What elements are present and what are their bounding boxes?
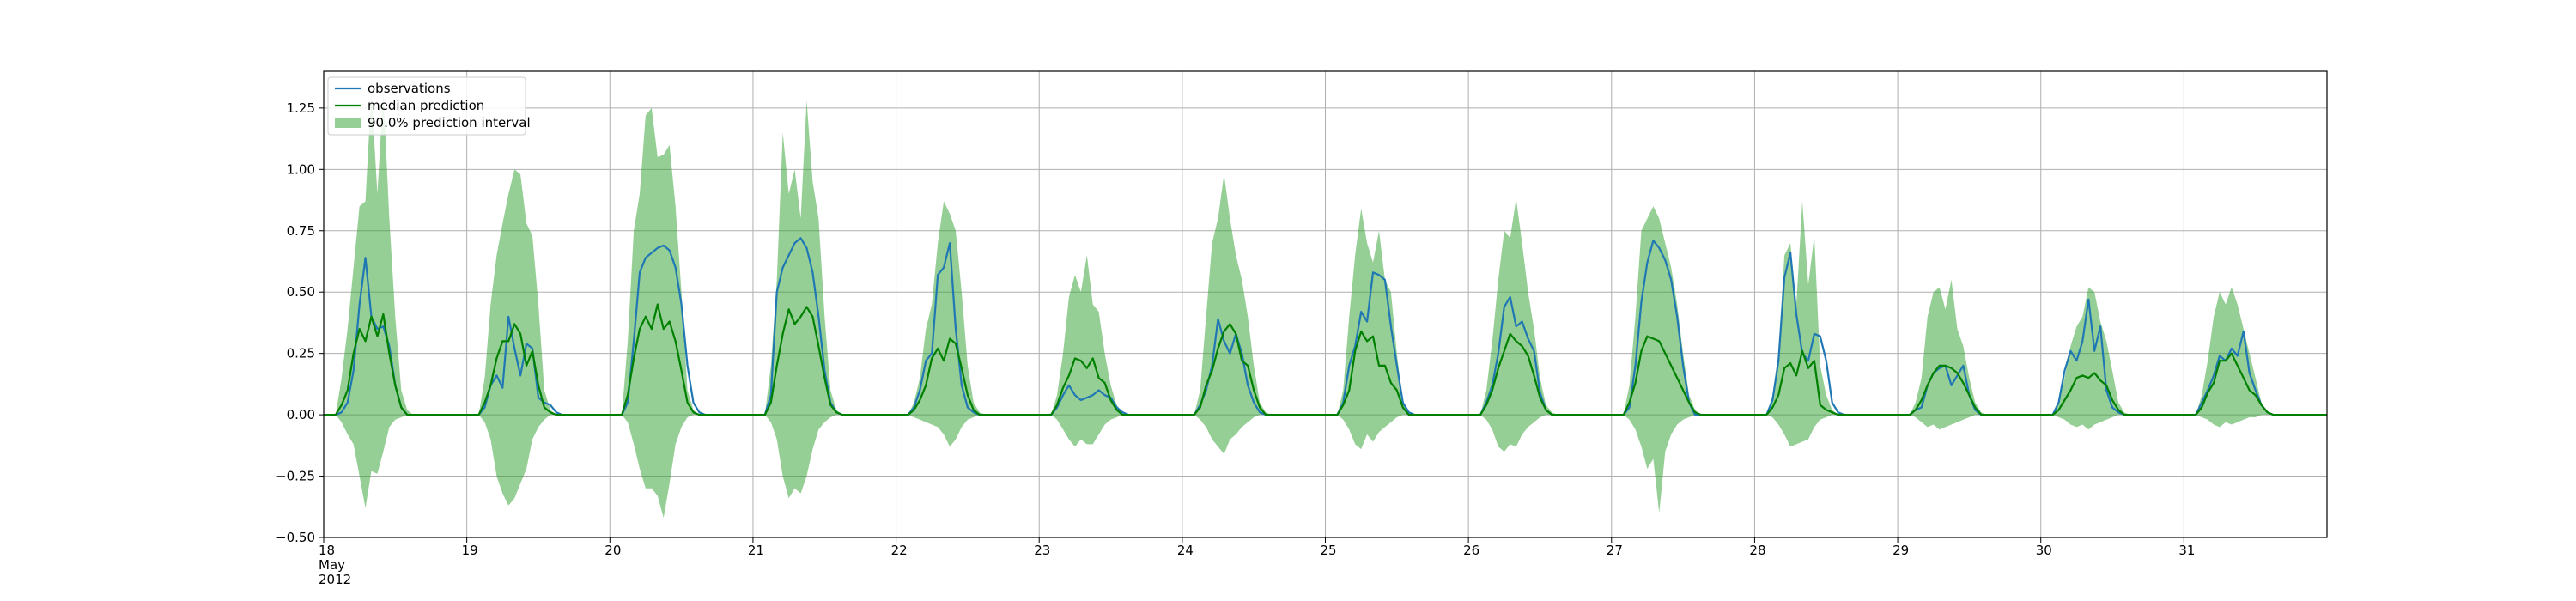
x-tick-label: 31 (2178, 543, 2195, 558)
legend-box (327, 76, 526, 136)
x-tick-label: 29 (1893, 543, 1909, 558)
prediction-interval-area (324, 90, 2327, 519)
y-tick-label: 1.25 (287, 100, 315, 116)
x-tick-year-label: 2012 (319, 572, 351, 587)
x-tick-label: 30 (2036, 543, 2052, 558)
x-tick-label: 22 (891, 543, 908, 558)
y-tick-label: −0.25 (276, 469, 315, 484)
series-lines (324, 237, 2327, 416)
y-tick-label: −0.50 (276, 530, 315, 545)
y-tick-label: 0.75 (287, 223, 315, 239)
x-tick-label: 23 (1034, 543, 1050, 558)
x-tick-label: 28 (1749, 543, 1765, 558)
y-tick-label: 0.50 (287, 284, 315, 300)
x-tick-label: 21 (748, 543, 764, 558)
legend-observations-label: observations (368, 81, 451, 96)
x-tick-label: 19 (462, 543, 478, 558)
x-tick-month-label: May (319, 557, 345, 573)
x-tick-label: 24 (1177, 543, 1194, 558)
prediction-interval-band (324, 90, 2327, 519)
x-tick-label: 27 (1607, 543, 1623, 558)
legend: observations median prediction 90.0% pre… (327, 76, 531, 136)
x-tick-label: 25 (1321, 543, 1337, 558)
legend-median-label: median prediction (368, 98, 484, 113)
y-tick-label: 1.00 (287, 161, 315, 177)
legend-interval-label: 90.0% prediction interval (368, 115, 531, 131)
median-prediction-line (324, 303, 2327, 416)
x-tick-label: 18 (319, 543, 335, 558)
y-axis: 1.25 1.00 0.75 0.50 0.25 0.00 −0.25 −0.50 (276, 100, 324, 545)
x-tick-label: 26 (1463, 543, 1479, 558)
x-tick-label: 20 (605, 543, 621, 558)
y-tick-label: 0.25 (287, 346, 315, 361)
legend-interval-swatch (335, 118, 361, 128)
y-tick-label: 0.00 (287, 407, 315, 422)
